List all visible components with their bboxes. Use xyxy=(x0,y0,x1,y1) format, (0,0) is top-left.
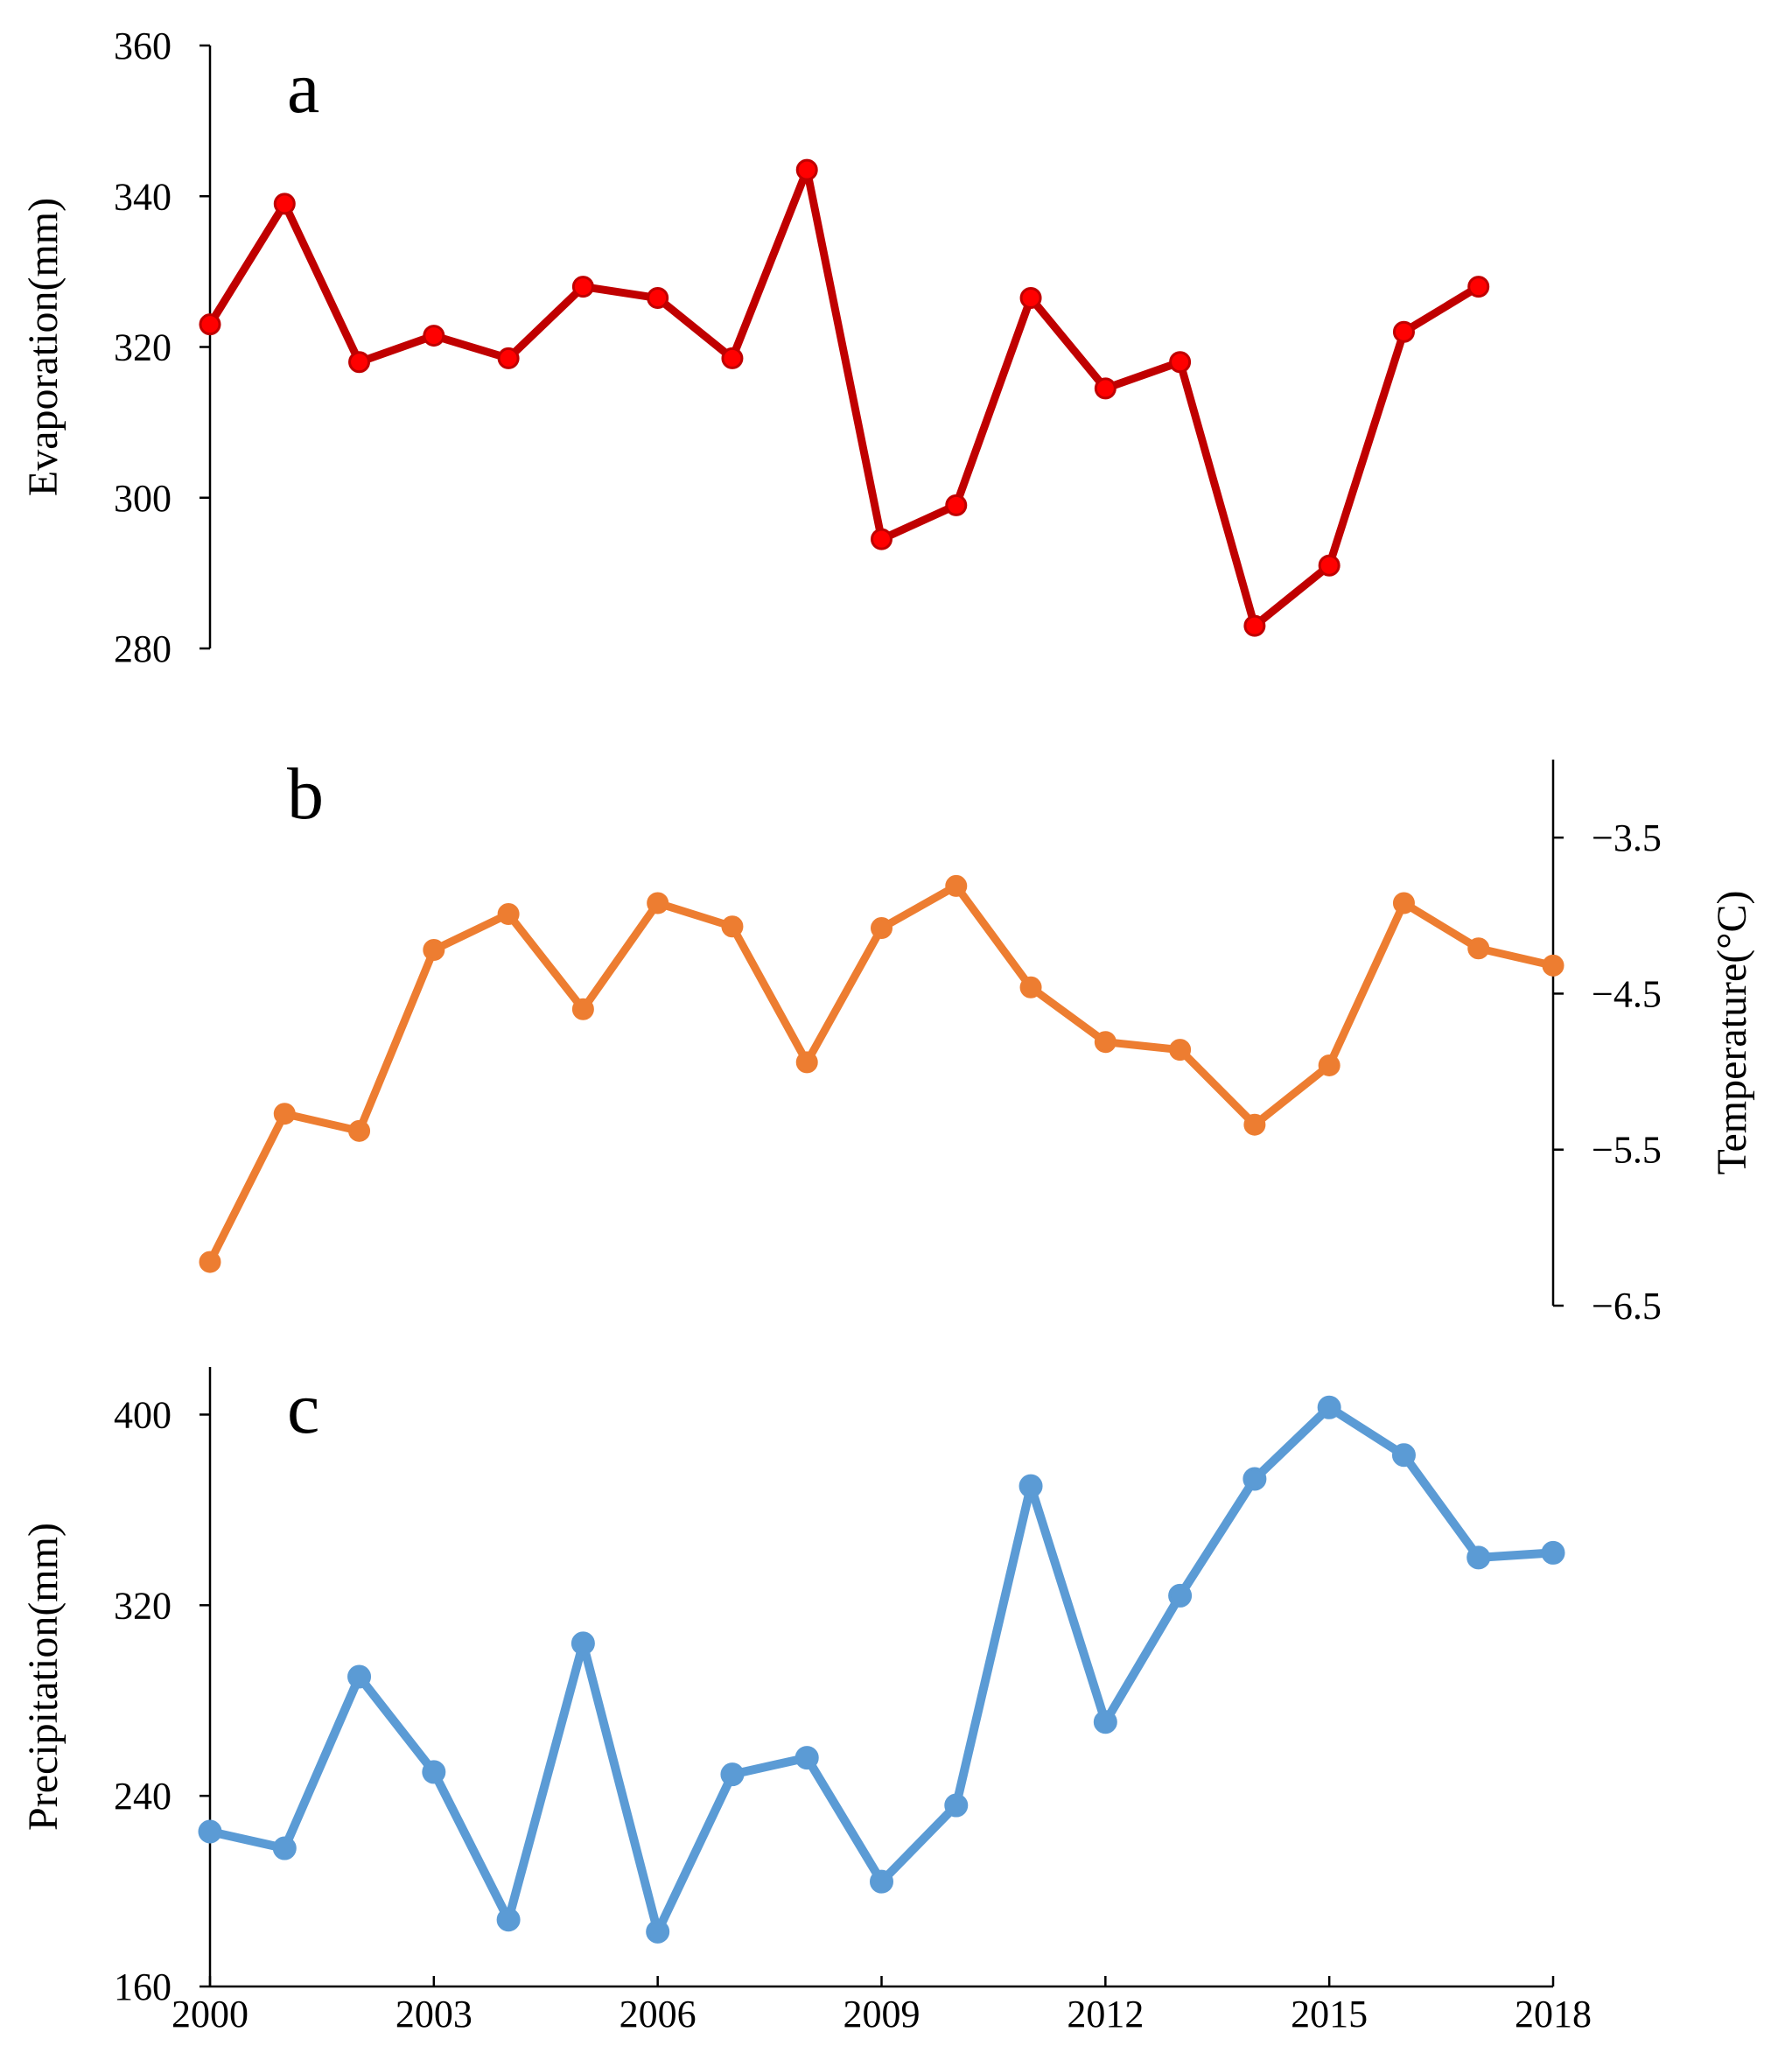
data-point xyxy=(945,874,968,897)
data-point xyxy=(794,1746,819,1770)
x-tick-label: 2003 xyxy=(396,1993,472,2035)
data-point xyxy=(1093,1710,1117,1734)
data-point xyxy=(795,158,818,181)
panel-c-precipitation-chart: 160 240 320 400 Precipitation(mm) c 2000 2003 20… xyxy=(20,1367,1592,2035)
data-point xyxy=(1392,320,1415,343)
data-point xyxy=(1019,287,1042,310)
data-point xyxy=(945,494,968,516)
data-point xyxy=(347,1664,372,1689)
data-point xyxy=(199,313,221,336)
data-point xyxy=(1466,1545,1491,1570)
y-tick-label: 300 xyxy=(114,477,172,520)
data-point xyxy=(423,325,445,347)
data-point xyxy=(944,1793,969,1818)
data-point xyxy=(570,1631,595,1656)
data-point xyxy=(871,917,892,940)
x-tick-label: 2015 xyxy=(1291,1993,1368,2035)
data-point xyxy=(198,1819,222,1844)
x-tick-label: 2000 xyxy=(172,1993,248,2035)
data-point xyxy=(1243,614,1266,637)
y-tick-label: 160 xyxy=(114,1965,172,2008)
data-point xyxy=(1392,892,1415,914)
data-point xyxy=(497,347,520,369)
y-tick-label: −6.5 xyxy=(1592,1285,1662,1328)
data-point xyxy=(1318,1054,1340,1076)
y-axis-title: Evaporation(mm) xyxy=(20,198,66,496)
data-point xyxy=(720,1762,745,1787)
y-tick-label: 280 xyxy=(114,627,172,670)
y-axis-title: Precipitation(mm) xyxy=(20,1523,66,1831)
x-tick-label: 2009 xyxy=(844,1993,920,2035)
y-tick-label: 240 xyxy=(114,1775,172,1818)
y-tick-label: 320 xyxy=(114,1584,172,1627)
y-tick-label: 360 xyxy=(114,25,172,67)
series-line-evaporation xyxy=(206,165,1481,630)
data-point xyxy=(646,1919,670,1944)
data-point xyxy=(571,276,594,298)
data-point xyxy=(1542,954,1564,977)
series-line-precipitation xyxy=(208,1403,1554,1937)
data-point xyxy=(1243,1113,1266,1136)
data-point xyxy=(422,1760,446,1784)
data-point xyxy=(1391,1443,1416,1468)
y-tick-label: 320 xyxy=(114,326,172,369)
panel-b-temperature-chart: −6.5 −5.5 −4.5 −3.5 Temperature(°C) b xyxy=(199,753,1755,1328)
panel-label: b xyxy=(287,753,324,835)
data-point xyxy=(721,915,744,938)
data-point xyxy=(1169,1039,1192,1062)
data-point xyxy=(1318,554,1340,577)
data-point xyxy=(1019,976,1042,998)
data-point xyxy=(571,998,594,1020)
x-tick-label: 2012 xyxy=(1067,1993,1144,2035)
data-point xyxy=(272,1836,297,1860)
x-tick-label: 2018 xyxy=(1515,1993,1592,2035)
data-point xyxy=(870,1869,893,1894)
data-point xyxy=(871,528,892,550)
data-point xyxy=(721,347,744,369)
y-tick-label: −3.5 xyxy=(1592,816,1662,859)
y-axis-title: Temperature(°C) xyxy=(1709,890,1755,1174)
data-point xyxy=(1018,1474,1043,1498)
data-point xyxy=(348,351,371,374)
panel-label: a xyxy=(287,47,319,129)
data-point xyxy=(1317,1395,1341,1419)
data-point xyxy=(647,892,669,914)
data-point xyxy=(496,1908,521,1932)
data-point xyxy=(795,1051,818,1074)
data-point xyxy=(1541,1540,1565,1565)
data-point xyxy=(348,1119,371,1142)
data-point xyxy=(199,1251,221,1273)
data-point xyxy=(273,193,296,215)
data-point xyxy=(1094,1031,1116,1054)
data-point xyxy=(1242,1467,1267,1491)
data-point xyxy=(1169,351,1192,374)
y-tick-label: 400 xyxy=(114,1393,172,1436)
data-point xyxy=(1467,937,1490,960)
series-line-temperature xyxy=(206,881,1555,1265)
data-point xyxy=(497,903,520,926)
panel-label: c xyxy=(287,1368,319,1449)
panel-a-evaporation-chart: 280 300 320 340 360 Evaporation(mm) a xyxy=(20,25,1490,670)
data-point xyxy=(273,1103,296,1125)
y-tick-label: 340 xyxy=(114,175,172,218)
y-tick-label: −4.5 xyxy=(1592,972,1662,1015)
data-point xyxy=(1467,276,1490,298)
data-point xyxy=(647,287,669,310)
data-point xyxy=(423,939,445,962)
y-tick-label: −5.5 xyxy=(1592,1129,1662,1172)
x-tick-label: 2006 xyxy=(620,1993,696,2035)
data-point xyxy=(1168,1583,1193,1608)
data-point xyxy=(1094,377,1116,400)
